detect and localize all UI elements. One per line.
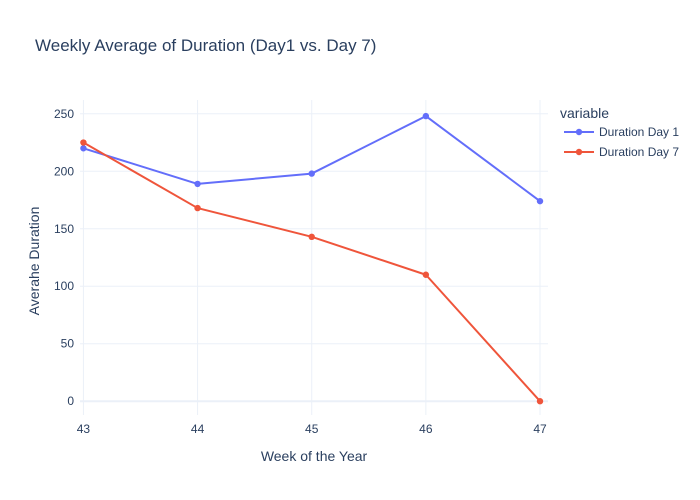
chart-title: Weekly Average of Duration (Day1 vs. Day… (35, 36, 376, 55)
y-tick-labels: 0 50 100 150 200 250 (54, 107, 74, 408)
x-tick-labels: 43 44 45 46 47 (77, 422, 547, 436)
legend-label: Duration Day 1 (599, 125, 679, 139)
legend-item[interactable]: Duration Day 1 (564, 125, 679, 139)
data-point[interactable] (422, 112, 430, 120)
y-tick-label: 250 (54, 107, 74, 121)
legend-label: Duration Day 7 (599, 145, 679, 159)
grid (80, 100, 548, 415)
legend-swatch-marker (575, 128, 583, 136)
y-tick-label: 0 (67, 394, 74, 408)
y-tick-label: 50 (61, 337, 75, 351)
data-point[interactable] (308, 233, 315, 241)
legend-title: variable (560, 105, 609, 121)
x-tick-label: 46 (419, 422, 433, 436)
x-tick-label: 47 (533, 422, 547, 436)
data-point[interactable] (308, 170, 315, 177)
data-point[interactable] (194, 204, 201, 212)
y-tick-label: 200 (54, 164, 74, 178)
data-point[interactable] (80, 139, 87, 146)
data-point[interactable] (536, 398, 544, 405)
x-axis-title: Week of the Year (261, 448, 368, 464)
x-tick-label: 45 (305, 422, 319, 436)
x-tick-label: 43 (77, 422, 91, 436)
y-tick-label: 100 (54, 279, 74, 293)
series-group (80, 112, 544, 405)
legend-item[interactable]: Duration Day 7 (564, 145, 679, 159)
data-point[interactable] (194, 180, 201, 188)
x-tick-label: 44 (191, 422, 205, 436)
series-duration-day-7[interactable] (80, 139, 544, 405)
legend[interactable]: variable Duration Day 1 Duration Day 7 (560, 105, 679, 159)
series-duration-day-1[interactable] (80, 112, 544, 205)
data-point[interactable] (422, 271, 430, 278)
y-axis-title: Averahe Duration (26, 207, 42, 316)
legend-swatch-marker (575, 148, 583, 156)
data-point[interactable] (80, 145, 87, 152)
y-tick-label: 150 (54, 222, 74, 236)
data-point[interactable] (536, 197, 544, 205)
